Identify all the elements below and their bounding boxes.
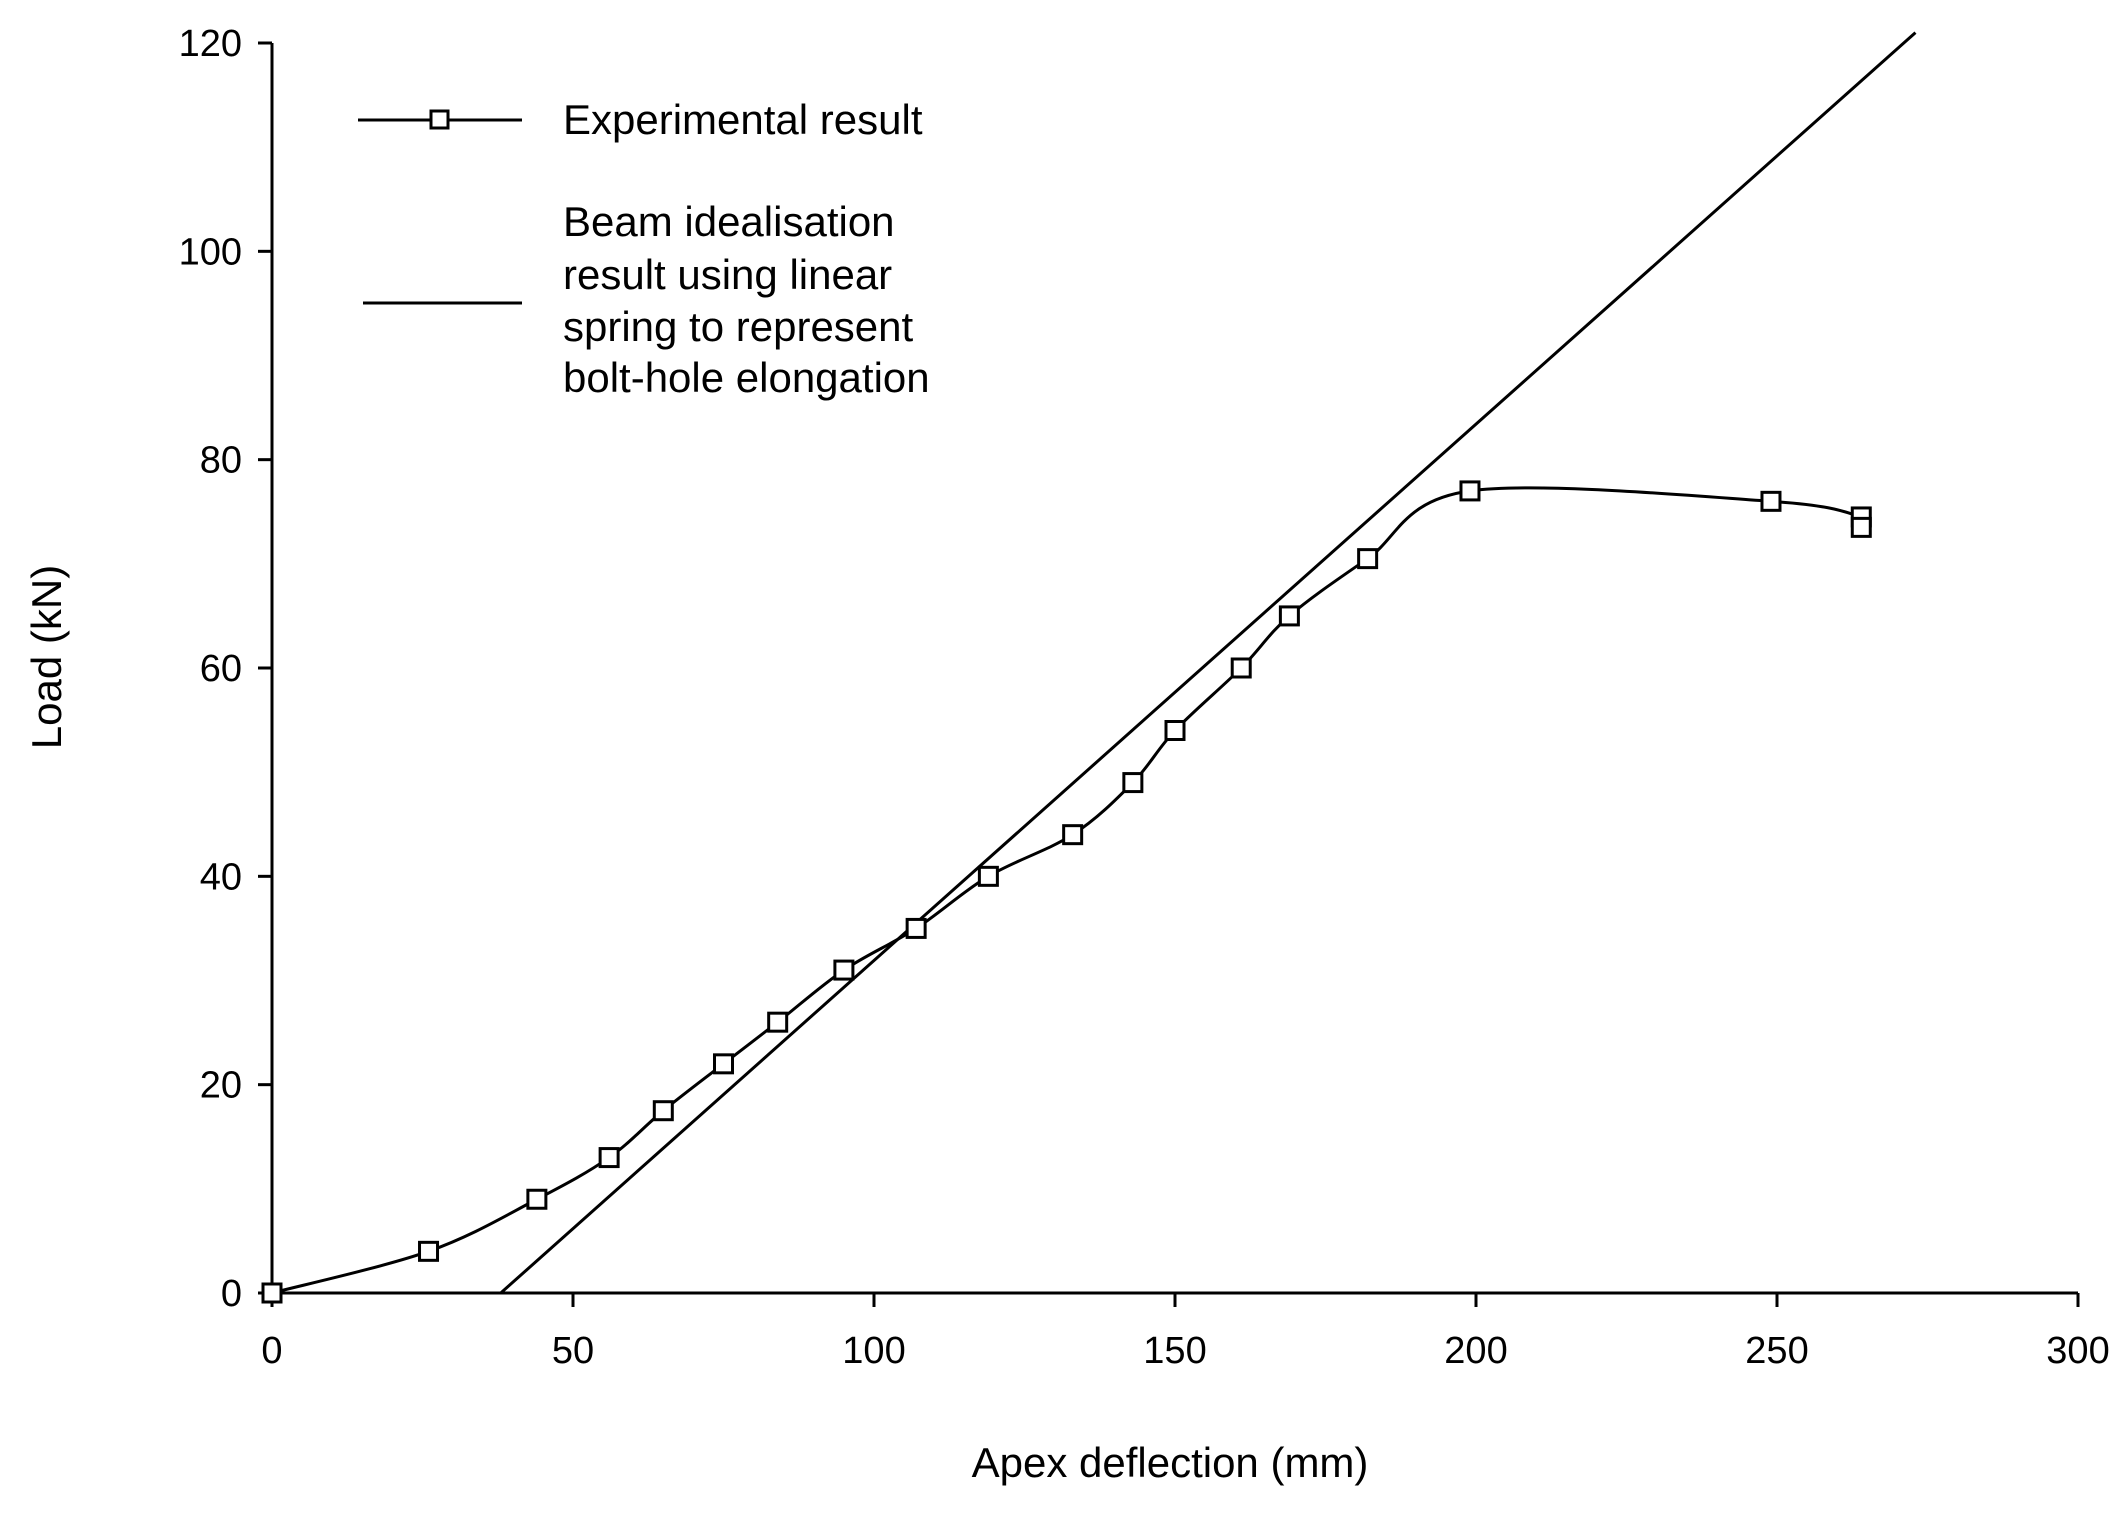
data-point-experimental <box>977 865 999 887</box>
legend-entry-experimental: Experimental result <box>358 96 923 143</box>
ticks: 0 50 100 150 200 250 300 0 20 40 60 80 100 120 <box>179 23 2110 1372</box>
data-point-experimental <box>1230 657 1252 679</box>
legend-entry-beam-idealisation: Beam idealisation result using linear sp… <box>363 198 930 401</box>
y-tick-label: 40 <box>200 856 242 898</box>
data-point-experimental <box>526 1188 548 1210</box>
data-point-experimental <box>1459 480 1481 502</box>
series-line-experimental <box>271 486 1870 1295</box>
data-point-experimental <box>1164 720 1186 741</box>
legend-label-experimental: Experimental result <box>563 96 923 143</box>
x-tick-label: 0 <box>261 1330 282 1372</box>
y-tick-label: 60 <box>200 648 242 690</box>
legend-label-beam-line-4: bolt-hole elongation <box>563 354 930 401</box>
data-point-experimental <box>418 1240 440 1262</box>
y-tick-label: 120 <box>179 23 242 65</box>
x-tick-label: 150 <box>1143 1330 1206 1372</box>
x-tick-label: 300 <box>2046 1330 2109 1372</box>
legend-marker-square <box>429 109 450 130</box>
y-axis-label: Load (kN) <box>23 565 70 749</box>
x-tick-label: 100 <box>842 1330 905 1372</box>
data-point-experimental <box>652 1100 674 1122</box>
data-point-experimental <box>1122 772 1144 794</box>
axes <box>270 43 2078 1295</box>
series-layer <box>261 31 1917 1304</box>
data-point-experimental <box>1760 490 1782 512</box>
data-point-experimental <box>598 1147 620 1169</box>
data-point-experimental <box>261 1282 283 1304</box>
legend: Experimental result Beam idealisation re… <box>358 96 930 401</box>
data-point-experimental <box>1278 605 1300 627</box>
data-point-experimental <box>833 959 855 981</box>
x-tick-label: 250 <box>1745 1330 1808 1372</box>
legend-label-beam-line-3: spring to represent <box>563 303 914 350</box>
x-axis-label: Apex deflection (mm) <box>972 1439 1369 1486</box>
data-point-experimental <box>905 917 927 939</box>
data-point-experimental <box>1850 516 1872 538</box>
x-tick-label: 200 <box>1444 1330 1507 1372</box>
data-point-experimental <box>1062 824 1084 846</box>
y-tick-label: 100 <box>179 231 242 273</box>
data-point-experimental <box>767 1011 789 1033</box>
data-point-experimental <box>713 1053 734 1075</box>
y-tick-label: 80 <box>200 440 242 482</box>
series-line-beam-idealisation <box>499 31 1917 1295</box>
x-tick-label: 50 <box>552 1330 594 1372</box>
y-tick-label: 0 <box>221 1273 242 1315</box>
y-tick-label: 20 <box>200 1065 242 1107</box>
legend-label-beam-line-1: Beam idealisation <box>563 198 895 245</box>
data-point-experimental <box>1357 548 1379 570</box>
legend-label-beam-line-2: result using linear <box>563 251 892 298</box>
